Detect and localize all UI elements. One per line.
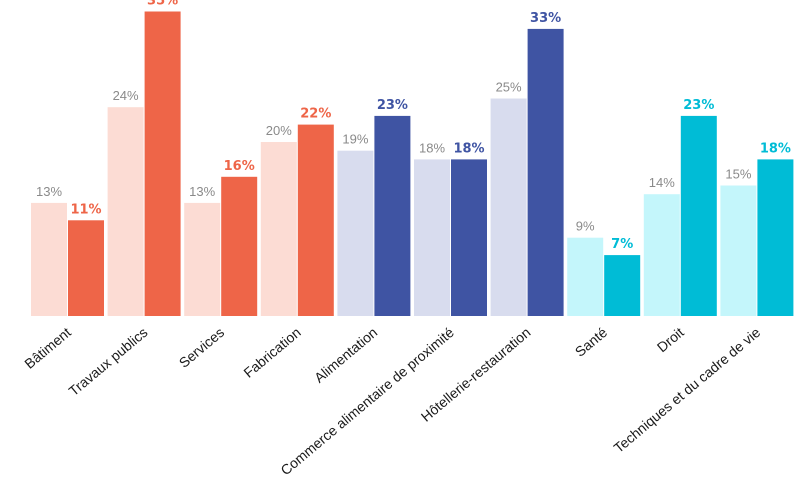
x-tick-label: Fabrication — [240, 324, 303, 381]
bar — [757, 159, 794, 316]
data-label: 23% — [683, 98, 714, 113]
bar — [374, 115, 411, 317]
bar — [68, 220, 104, 316]
data-label: 13% — [189, 184, 215, 199]
data-label: 16% — [224, 159, 255, 174]
bar — [107, 107, 144, 316]
bar — [720, 185, 757, 316]
bar — [680, 115, 717, 317]
data-label: 24% — [113, 88, 139, 103]
bar — [184, 202, 221, 316]
bar — [527, 28, 564, 317]
data-label: 23% — [377, 98, 408, 113]
bar — [31, 202, 67, 316]
x-tick-label: Services — [176, 324, 227, 371]
data-label: 18% — [419, 140, 445, 155]
data-label: 22% — [300, 107, 331, 122]
data-label: 25% — [496, 80, 522, 95]
bar — [604, 255, 641, 316]
data-label: 33% — [530, 11, 561, 26]
data-label: 15% — [725, 167, 751, 182]
data-label: 35% — [147, 0, 178, 9]
data-label: 20% — [266, 123, 292, 138]
bar — [451, 159, 487, 316]
data-label: 19% — [342, 132, 368, 147]
x-tick-label: Techniques et du cadre de vie — [611, 324, 764, 456]
x-tick-label: Bâtiment — [21, 324, 74, 372]
data-label: 11% — [70, 202, 101, 217]
bar — [643, 194, 680, 316]
x-tick-label: Droit — [654, 324, 687, 355]
x-tick-label: Alimentation — [311, 324, 380, 386]
data-label: 18% — [760, 141, 791, 156]
x-tick-label: Santé — [572, 324, 610, 360]
data-label: 14% — [649, 175, 675, 190]
bar — [144, 11, 181, 316]
data-label: 13% — [36, 184, 62, 199]
bar — [337, 150, 374, 316]
bar — [490, 98, 527, 316]
data-label: 9% — [576, 219, 595, 234]
bar — [260, 142, 297, 316]
bar — [414, 159, 450, 316]
bar — [297, 124, 334, 316]
data-label: 18% — [453, 141, 484, 156]
data-label: 7% — [611, 237, 633, 252]
bar — [221, 176, 258, 316]
bar — [567, 237, 604, 316]
x-tick-label: Travaux publics — [66, 324, 151, 399]
